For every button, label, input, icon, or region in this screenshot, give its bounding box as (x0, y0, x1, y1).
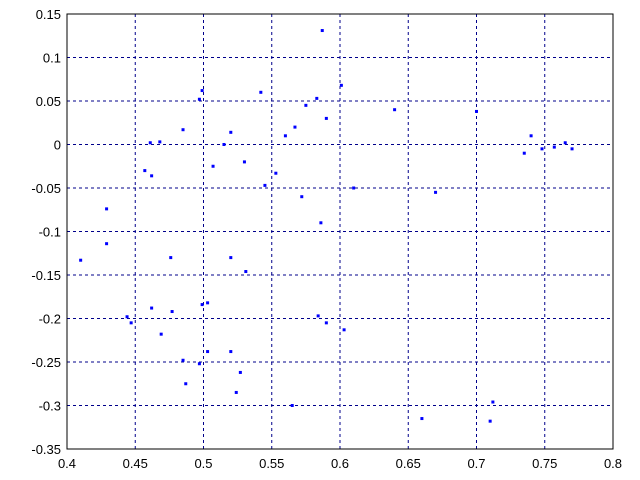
data-point (522, 151, 526, 155)
data-point (263, 183, 267, 187)
data-point (150, 306, 154, 310)
data-point (158, 140, 162, 144)
plot-frame (66, 13, 614, 450)
data-point (206, 301, 210, 305)
data-point (184, 382, 188, 386)
data-point (320, 29, 324, 33)
data-point (339, 83, 343, 87)
data-point (148, 141, 152, 145)
data-point (129, 321, 133, 325)
y-tick-label: 0.1 (43, 51, 61, 66)
data-point (319, 221, 323, 225)
x-tick-label: 0.65 (396, 456, 421, 471)
data-point (244, 270, 248, 274)
y-tick-label: -0.2 (39, 312, 61, 327)
data-points (79, 29, 574, 423)
data-point (540, 147, 544, 151)
data-point (197, 362, 201, 366)
data-point (229, 256, 233, 260)
data-point (290, 404, 294, 407)
x-tick-label: 0.6 (331, 456, 349, 471)
x-tick-label: 0.75 (532, 456, 557, 471)
data-point (563, 141, 567, 145)
data-point (570, 147, 574, 151)
data-point (393, 108, 397, 112)
x-tick-label: 0.7 (467, 456, 485, 471)
data-point (315, 96, 319, 100)
x-axis-ticks: 0.4 0.45 0.5 0.55 0.6 0.65 0.7 0.75 0.8 (58, 456, 622, 471)
data-point (316, 314, 320, 318)
data-point (293, 125, 297, 129)
data-point (222, 143, 226, 146)
x-tick-label: 0.55 (259, 456, 284, 471)
data-point (181, 358, 185, 362)
data-point (304, 103, 308, 107)
y-tick-label: -0.3 (39, 399, 61, 414)
data-point (274, 171, 278, 175)
data-point (150, 174, 154, 178)
data-point (238, 370, 242, 374)
data-point (242, 160, 246, 164)
data-point (200, 303, 204, 307)
data-point (488, 419, 492, 423)
data-point (300, 195, 304, 199)
data-point (434, 190, 438, 194)
data-point (105, 242, 109, 246)
x-tick-label: 0.4 (58, 456, 76, 471)
data-point (234, 390, 238, 394)
data-point (229, 130, 233, 134)
x-tick-label: 0.5 (194, 456, 212, 471)
data-point (79, 258, 83, 262)
data-point (552, 145, 556, 149)
data-point (143, 169, 147, 173)
data-point (475, 109, 478, 113)
data-point (491, 400, 495, 404)
data-point (200, 89, 204, 93)
data-point (125, 315, 129, 319)
data-point (420, 417, 424, 421)
data-point (352, 186, 356, 190)
x-tick-label: 0.8 (604, 456, 622, 471)
data-point (529, 134, 533, 138)
y-tick-label: -0.1 (39, 225, 61, 240)
data-point (159, 332, 163, 336)
data-point (170, 310, 174, 314)
y-tick-label: 0.05 (36, 94, 61, 109)
y-axis-ticks: 0.15 0.1 0.05 0 -0.05 -0.1 -0.15 -0.2 -0.25 -0.3 -… (31, 7, 61, 457)
data-point (324, 321, 328, 325)
data-point (283, 134, 287, 138)
y-tick-label: -0.25 (31, 355, 61, 370)
data-point (324, 116, 328, 120)
data-point (181, 128, 185, 132)
y-tick-label: -0.35 (31, 442, 61, 457)
data-point (259, 90, 263, 94)
y-tick-label: -0.05 (31, 181, 61, 196)
data-point (197, 97, 201, 101)
data-point (169, 256, 173, 260)
data-point (105, 207, 109, 211)
y-tick-label: -0.15 (31, 268, 61, 283)
data-point (206, 350, 210, 354)
data-point (229, 350, 233, 354)
data-point (342, 328, 346, 332)
y-tick-label: 0 (54, 138, 61, 153)
grid-lines (67, 14, 613, 449)
data-point (211, 164, 215, 168)
x-tick-label: 0.45 (123, 456, 148, 471)
y-tick-label: 0.15 (36, 7, 61, 22)
